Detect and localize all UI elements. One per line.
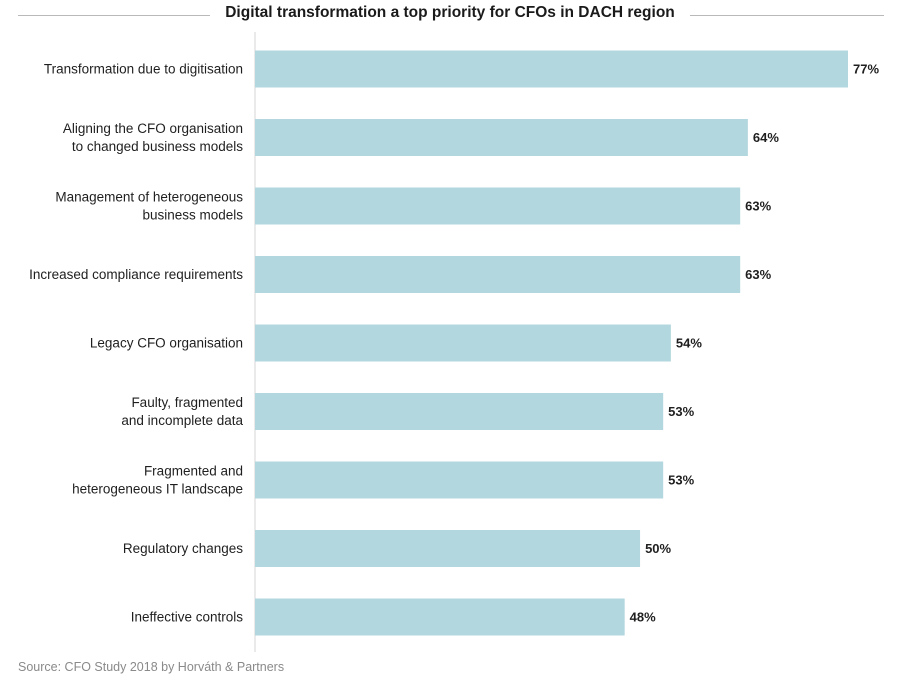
bar-2 [255, 119, 748, 156]
category-label-9: Ineffective controls [131, 610, 244, 625]
value-label-8: 50% [645, 541, 671, 556]
category-label-3: Management of heterogeneous business mode… [55, 190, 243, 223]
title-rule-left [18, 15, 210, 16]
value-label-9: 48% [630, 610, 656, 625]
category-label-5: Legacy CFO organisation [90, 336, 243, 351]
bar-1 [255, 50, 848, 88]
category-label-1: Transformation due to digitisation [44, 62, 243, 77]
title-rule-right [690, 15, 884, 16]
chart-title: Digital transformation a top priority fo… [225, 4, 675, 21]
chart-title-row: Digital transformation a top priority fo… [18, 4, 884, 28]
value-label-2: 64% [753, 130, 779, 145]
category-label-7: Fragmented and heterogeneous IT landscape [72, 464, 243, 497]
category-label-4: Increased compliance requirements [29, 267, 243, 282]
category-label-8: Regulatory changes [123, 541, 243, 556]
bar-4 [255, 256, 741, 293]
value-label-1: 77% [853, 62, 879, 77]
bar-3 [255, 187, 741, 225]
value-label-5: 54% [676, 336, 702, 351]
bar-9 [255, 598, 625, 636]
category-label-6: Faulty, fragmented and incomplete data [121, 395, 243, 428]
bar-5 [255, 324, 671, 362]
source-note: Source: CFO Study 2018 by Horváth & Part… [18, 660, 285, 674]
category-label-2: Aligning the CFO organisation to changed … [63, 121, 243, 154]
value-label-3: 63% [745, 199, 771, 214]
value-label-7: 53% [668, 473, 694, 488]
bar-7 [255, 461, 664, 499]
bar-6 [255, 393, 664, 430]
value-label-4: 63% [745, 267, 771, 282]
value-label-6: 53% [668, 404, 694, 419]
bar-8 [255, 530, 641, 567]
